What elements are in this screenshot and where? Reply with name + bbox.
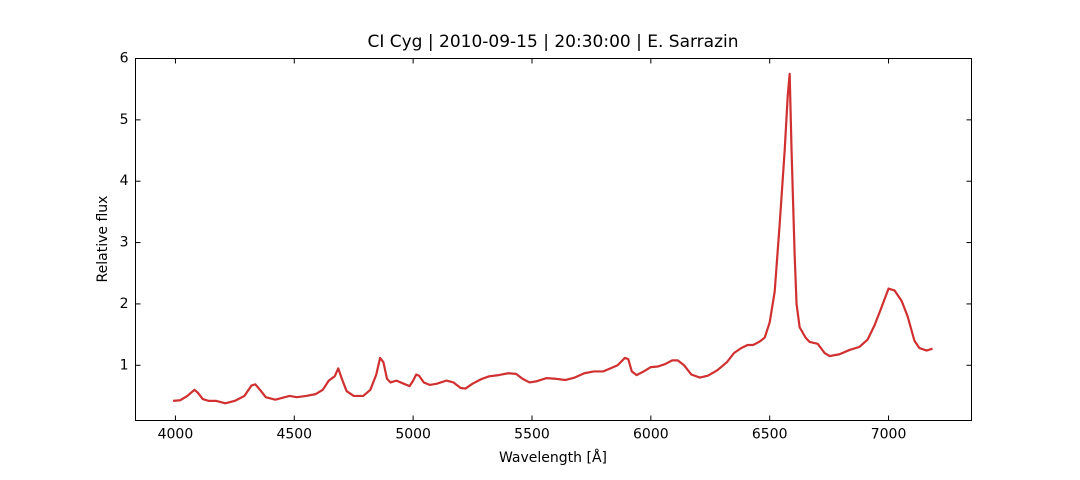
y-tick-label: 6: [120, 51, 129, 67]
x-tick-label: 6000: [633, 427, 669, 443]
y-tick-label: 5: [120, 112, 129, 128]
x-tick-label: 5500: [514, 427, 550, 443]
y-axis-label: Relative flux: [95, 196, 111, 283]
plot-frame: [135, 58, 972, 421]
y-tick-label: 4: [120, 173, 129, 189]
x-tick-label: 4500: [276, 427, 312, 443]
spectrum-line: [172, 72, 933, 405]
y-tick-label: 1: [120, 357, 129, 373]
x-tick-label: 6500: [752, 427, 788, 443]
y-tick-label: 3: [120, 235, 129, 251]
x-axis-label: Wavelength [Å]: [499, 449, 607, 466]
x-tick-label: 4000: [158, 427, 194, 443]
x-tick-label: 5000: [395, 427, 431, 443]
x-tick-label: 7000: [871, 427, 907, 443]
chart-title: CI Cyg | 2010-09-15 | 20:30:00 | E. Sarr…: [367, 32, 738, 52]
y-tick-label: 2: [120, 296, 129, 312]
